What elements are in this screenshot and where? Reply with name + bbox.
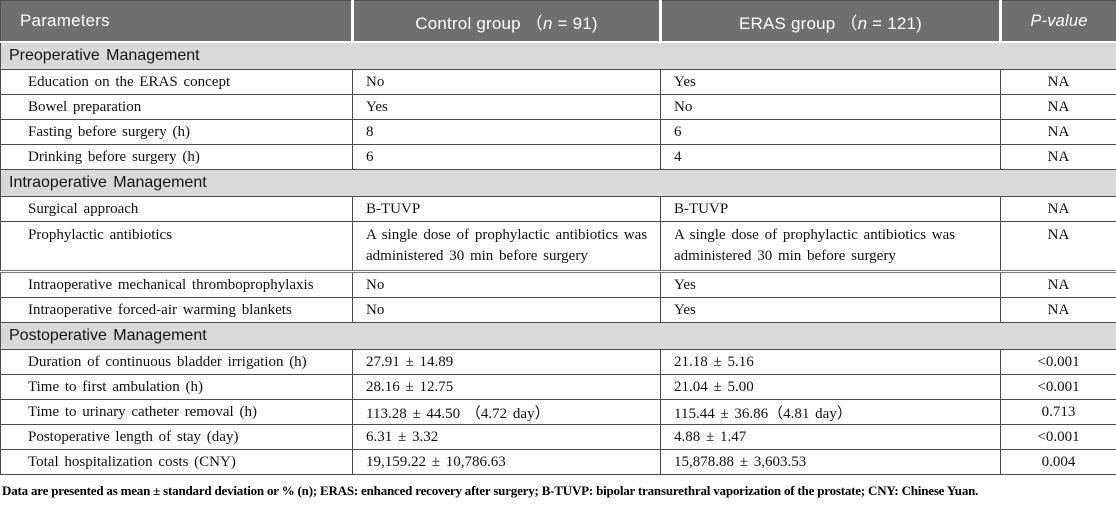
- control-cell: No: [352, 270, 661, 298]
- eras-group-count: = 121): [867, 13, 923, 33]
- pvalue-cell: NA: [1000, 221, 1116, 272]
- eras-cell: B-TUVP: [660, 196, 1001, 222]
- table-row: Education on the ERAS concept No Yes NA: [0, 69, 1116, 95]
- control-group-count: = 91): [552, 13, 598, 33]
- pvalue-cell: NA: [1000, 144, 1116, 170]
- parameters-comparison-table: Parameters Control group （n = 91) ERAS g…: [0, 0, 1116, 475]
- eras-cell: Yes: [660, 297, 1001, 323]
- eras-cell: 21.04 ± 5.00: [660, 374, 1001, 400]
- table-body: Preoperative Management Education on the…: [0, 41, 1116, 475]
- eras-cell: No: [660, 94, 1001, 120]
- control-cell: 113.28 ± 44.50 （4.72 day）: [352, 399, 661, 425]
- table-row: Postoperative length of stay (day) 6.31 …: [0, 424, 1116, 450]
- param-cell: Intraoperative mechanical thromboprophyl…: [0, 270, 353, 298]
- param-cell: Fasting before surgery (h): [0, 119, 353, 145]
- eras-group-n: n: [857, 13, 868, 33]
- param-cell: Intraoperative forced-air warming blanke…: [0, 297, 353, 323]
- column-header-eras-group: ERAS group （n = 121): [659, 0, 1001, 43]
- pvalue-cell: NA: [1000, 297, 1116, 323]
- table-row: Bowel preparation Yes No NA: [0, 94, 1116, 120]
- pvalue-cell: NA: [1000, 119, 1116, 145]
- table-row: Intraoperative forced-air warming blanke…: [0, 297, 1116, 323]
- column-header-control-group: Control group （n = 91): [351, 0, 661, 43]
- column-header-parameters: Parameters: [0, 0, 353, 43]
- eras-cell: Yes: [660, 69, 1001, 95]
- eras-group-label: ERAS group （: [738, 13, 858, 33]
- table-row: Duration of continuous bladder irrigatio…: [0, 349, 1116, 375]
- header-row: Parameters Control group （n = 91) ERAS g…: [0, 0, 1116, 43]
- table-row: Time to first ambulation (h) 28.16 ± 12.…: [0, 374, 1116, 400]
- param-cell: Total hospitalization costs (CNY): [0, 449, 353, 475]
- table-row: Surgical approach B-TUVP B-TUVP NA: [0, 196, 1116, 222]
- eras-cell: 4: [660, 144, 1001, 170]
- control-group-n: n: [542, 13, 553, 33]
- section-title: Postoperative Management: [0, 322, 1116, 350]
- param-cell: Bowel preparation: [0, 94, 353, 120]
- section-row-intraoperative: Intraoperative Management: [0, 169, 1116, 197]
- table-row: Total hospitalization costs (CNY) 19,159…: [0, 449, 1116, 475]
- pvalue-cell: 0.004: [1000, 449, 1116, 475]
- pvalue-cell: <0.001: [1000, 349, 1116, 375]
- table-row: Drinking before surgery (h) 6 4 NA: [0, 144, 1116, 170]
- eras-cell: 21.18 ± 5.16: [660, 349, 1001, 375]
- control-cell: Yes: [352, 94, 661, 120]
- param-cell: Prophylactic antibiotics: [0, 221, 353, 272]
- table-row: Time to urinary catheter removal (h) 113…: [0, 399, 1116, 425]
- control-cell: 6: [352, 144, 661, 170]
- section-title: Intraoperative Management: [0, 169, 1116, 197]
- eras-cell: Yes: [660, 270, 1001, 298]
- control-cell: 19,159.22 ± 10,786.63: [352, 449, 661, 475]
- section-title: Preoperative Management: [0, 41, 1116, 70]
- control-cell: No: [352, 297, 661, 323]
- param-cell: Postoperative length of stay (day): [0, 424, 353, 450]
- pvalue-cell: NA: [1000, 94, 1116, 120]
- control-cell: 8: [352, 119, 661, 145]
- eras-cell: 15,878.88 ± 3,603.53: [660, 449, 1001, 475]
- eras-cell: 115.44 ± 36.86（4.81 day）: [660, 399, 1001, 425]
- param-cell: Drinking before surgery (h): [0, 144, 353, 170]
- control-cell: 6.31 ± 3.32: [352, 424, 661, 450]
- section-row-postoperative: Postoperative Management: [0, 322, 1116, 350]
- table-header: Parameters Control group （n = 91) ERAS g…: [0, 0, 1116, 43]
- param-cell: Surgical approach: [0, 196, 353, 222]
- pvalue-cell: <0.001: [1000, 424, 1116, 450]
- pvalue-cell: NA: [1000, 69, 1116, 95]
- eras-cell: A single dose of prophylactic antibiotic…: [660, 221, 1001, 272]
- pvalue-cell: NA: [1000, 196, 1116, 222]
- pvalue-cell: <0.001: [1000, 374, 1116, 400]
- eras-cell: 4.88 ± 1.47: [660, 424, 1001, 450]
- section-row-preoperative: Preoperative Management: [0, 41, 1116, 70]
- param-cell: Education on the ERAS concept: [0, 69, 353, 95]
- table-row: Prophylactic antibiotics A single dose o…: [0, 221, 1116, 272]
- pvalue-cell: 0.713: [1000, 399, 1116, 425]
- control-group-label: Control group （: [415, 13, 543, 33]
- control-cell: 27.91 ± 14.89: [352, 349, 661, 375]
- table-row: Intraoperative mechanical thromboprophyl…: [0, 270, 1116, 298]
- control-cell: B-TUVP: [352, 196, 661, 222]
- table-footnote: Data are presented as mean ± standard de…: [2, 483, 979, 498]
- table-row: Fasting before surgery (h) 8 6 NA: [0, 119, 1116, 145]
- param-cell: Time to first ambulation (h): [0, 374, 353, 400]
- pvalue-cell: NA: [1000, 270, 1116, 298]
- control-cell: 28.16 ± 12.75: [352, 374, 661, 400]
- column-header-pvalue: P-value: [999, 0, 1116, 43]
- param-cell: Time to urinary catheter removal (h): [0, 399, 353, 425]
- control-cell: A single dose of prophylactic antibiotic…: [352, 221, 661, 272]
- control-cell: No: [352, 69, 661, 95]
- eras-cell: 6: [660, 119, 1001, 145]
- param-cell: Duration of continuous bladder irrigatio…: [0, 349, 353, 375]
